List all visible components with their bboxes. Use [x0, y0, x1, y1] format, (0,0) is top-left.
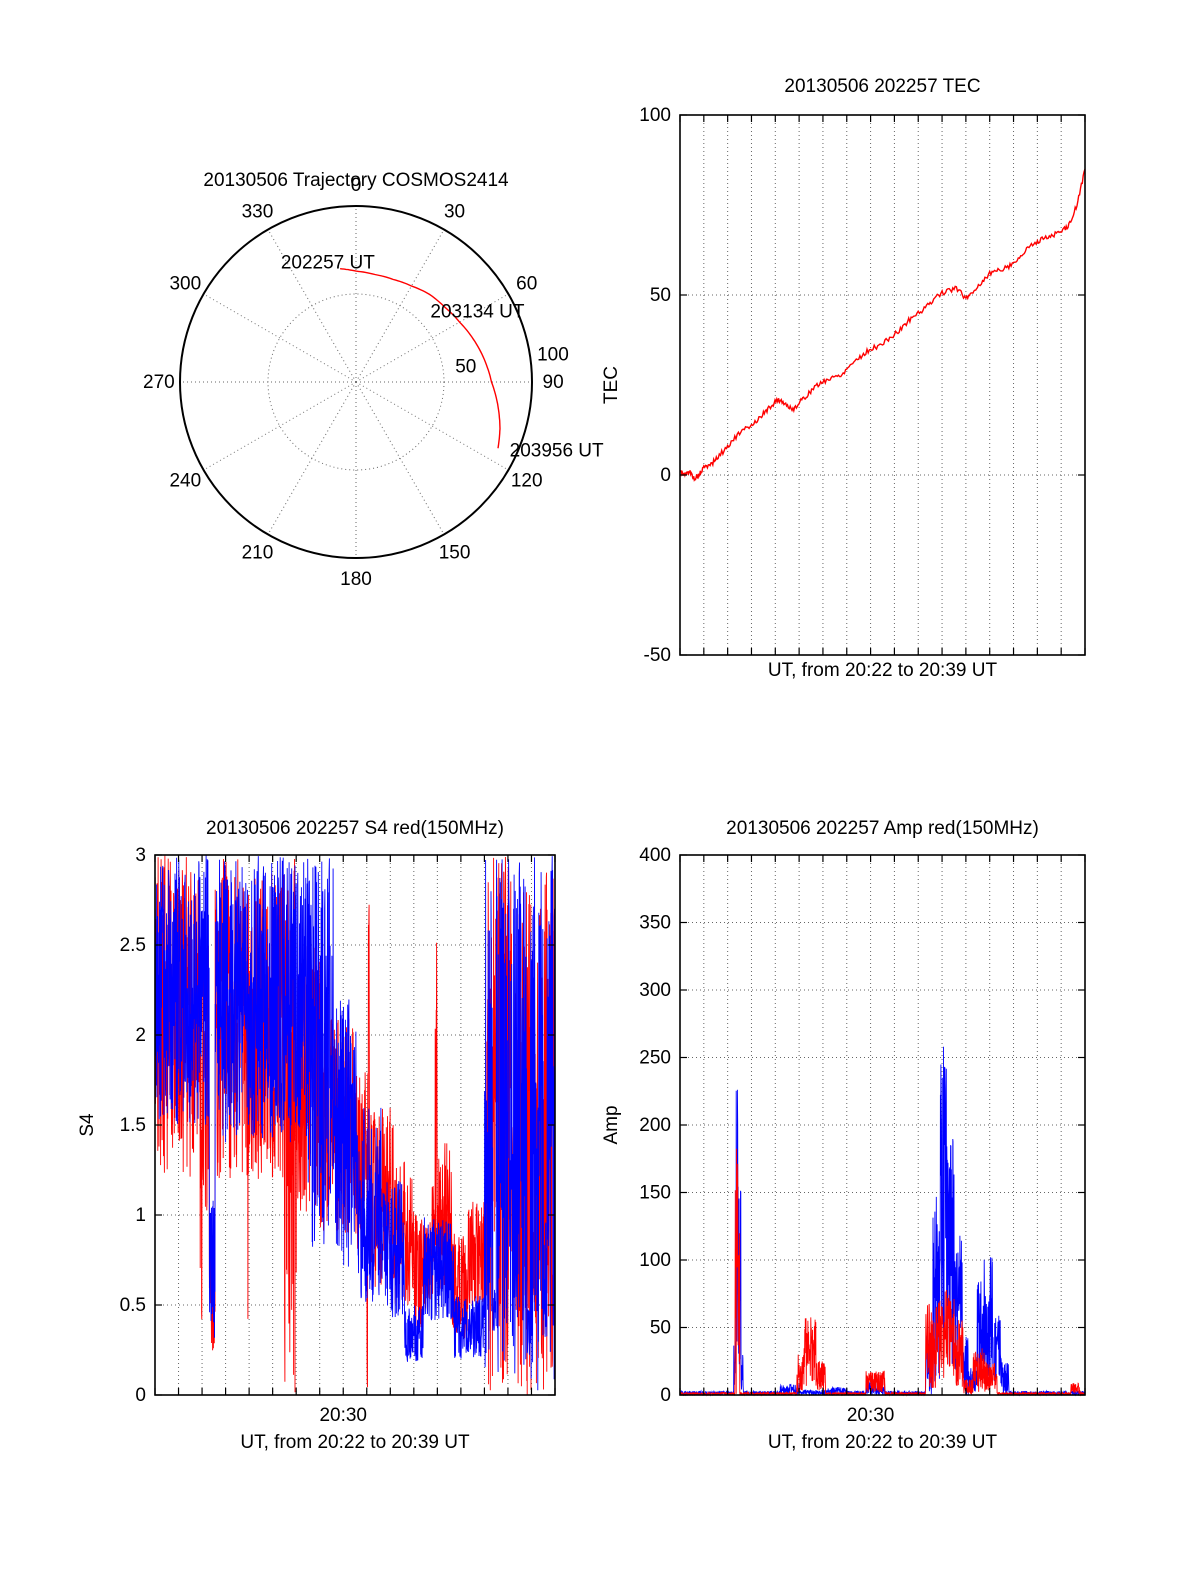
svg-text:100: 100	[639, 105, 671, 126]
trajectory-polar-plot: 0 30 60 90 120 150 180 210 240 270 300 330 50 100 2022…	[143, 175, 604, 590]
svg-text:150: 150	[639, 1183, 671, 1204]
svg-text:2: 2	[135, 1025, 146, 1046]
tec-chart-title: 20130506 202257 TEC	[784, 76, 981, 97]
svg-text:203134 UT: 203134 UT	[430, 302, 524, 323]
svg-text:0.5: 0.5	[120, 1295, 146, 1316]
svg-text:300: 300	[639, 980, 671, 1001]
svg-text:180: 180	[340, 569, 372, 590]
svg-text:120: 120	[511, 471, 543, 492]
svg-text:20:30: 20:30	[847, 1405, 895, 1426]
svg-text:200: 200	[639, 1115, 671, 1136]
svg-text:250: 250	[639, 1048, 671, 1069]
svg-text:60: 60	[516, 273, 537, 294]
s4-x-axis-label: UT, from 20:22 to 20:39 UT	[240, 1432, 470, 1453]
svg-text:2.5: 2.5	[120, 935, 146, 956]
svg-text:330: 330	[242, 201, 274, 222]
svg-text:90: 90	[543, 372, 564, 393]
amp-chart-title: 20130506 202257 Amp red(150MHz)	[726, 818, 1039, 839]
svg-text:400: 400	[639, 845, 671, 866]
svg-text:202257 UT: 202257 UT	[281, 252, 375, 273]
svg-text:50: 50	[455, 357, 476, 378]
svg-text:210: 210	[242, 543, 274, 564]
svg-text:3: 3	[135, 845, 146, 866]
svg-text:150: 150	[439, 543, 471, 564]
tec-x-axis-label: UT, from 20:22 to 20:39 UT	[767, 660, 998, 681]
s4-chart-title: 20130506 202257 S4 red(150MHz)	[206, 818, 504, 839]
svg-text:0: 0	[660, 1385, 671, 1406]
amp-x-axis-label: UT, from 20:22 to 20:39 UT	[767, 1432, 998, 1453]
svg-text:300: 300	[169, 273, 201, 294]
tec-plot: -50 0 50 100	[639, 105, 1086, 666]
svg-text:0: 0	[351, 175, 362, 196]
svg-text:0: 0	[135, 1385, 146, 1406]
trajectory-chart-title: 20130506 Trajectory COSMOS2414	[203, 170, 509, 191]
svg-text:100: 100	[537, 344, 569, 365]
amp-plot: 0 50 100 150 200 250 300 350 400 20:30	[639, 845, 1086, 1426]
svg-text:350: 350	[639, 913, 671, 934]
svg-text:240: 240	[169, 471, 201, 492]
svg-text:50: 50	[650, 285, 671, 306]
svg-text:100: 100	[639, 1250, 671, 1271]
svg-text:-50: -50	[644, 645, 671, 666]
svg-text:30: 30	[444, 201, 465, 222]
svg-text:203956 UT: 203956 UT	[510, 441, 604, 462]
svg-text:0: 0	[660, 465, 671, 486]
svg-text:1.5: 1.5	[120, 1115, 146, 1136]
svg-text:1: 1	[135, 1205, 146, 1226]
svg-text:270: 270	[143, 372, 175, 393]
svg-text:50: 50	[650, 1318, 671, 1339]
svg-text:20:30: 20:30	[319, 1405, 367, 1426]
s4-plot: 0 0.5 1 1.5 2 2.5 3 20:30	[120, 845, 556, 1426]
